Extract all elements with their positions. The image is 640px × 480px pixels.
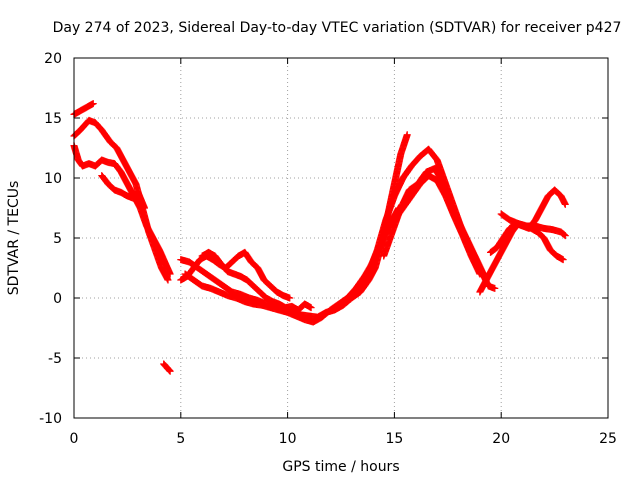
- x-tick-label: 20: [492, 431, 510, 447]
- series-track-4: [98, 172, 148, 212]
- x-tick-labels: 0 5 10 15 20 25: [70, 431, 617, 447]
- data-point: [140, 204, 148, 212]
- series-track-1: [70, 116, 172, 284]
- series-track-3: [70, 100, 97, 118]
- data-point: [560, 231, 568, 239]
- data-point: [286, 294, 294, 302]
- data-point: [491, 284, 499, 292]
- data-point: [89, 100, 97, 108]
- x-tick-label: 15: [385, 431, 403, 447]
- data-point: [403, 131, 411, 139]
- plot-frame: [73, 57, 609, 419]
- y-tick-label: -5: [48, 351, 62, 367]
- y-tick-label: 0: [53, 291, 62, 307]
- y-tick-label: 10: [44, 171, 62, 187]
- series-track-9: [198, 248, 315, 314]
- y-axis-title: SDTVAR / TECUs: [6, 181, 22, 296]
- data-point: [561, 200, 569, 208]
- x-tick-label: 5: [176, 431, 185, 447]
- y-tick-label: 15: [44, 111, 62, 127]
- x-axis-title: GPS time / hours: [282, 459, 399, 475]
- x-tick-label: 25: [599, 431, 617, 447]
- series-track-15: [497, 210, 569, 240]
- data-points: [70, 100, 569, 375]
- data-point: [164, 276, 172, 284]
- data-point: [559, 256, 567, 264]
- data-point: [307, 304, 315, 312]
- x-tick-label: 0: [70, 431, 79, 447]
- data-point: [166, 367, 174, 375]
- data-point: [561, 232, 569, 240]
- series-track-14: [487, 186, 569, 256]
- y-tick-label: 20: [44, 51, 62, 67]
- series-track-2: [70, 142, 174, 278]
- series-track-5: [160, 360, 174, 375]
- y-tick-label: 5: [53, 231, 62, 247]
- x-tick-label: 10: [279, 431, 297, 447]
- grid: [74, 58, 608, 418]
- chart-title: Day 274 of 2023, Sidereal Day-to-day VTE…: [53, 20, 622, 36]
- series-track-12: [390, 172, 484, 278]
- y-tick-labels: -10 -5 0 5 10 15 20: [39, 51, 62, 427]
- data-point: [166, 270, 174, 278]
- y-tick-label: -10: [39, 411, 62, 427]
- data-point: [476, 270, 484, 278]
